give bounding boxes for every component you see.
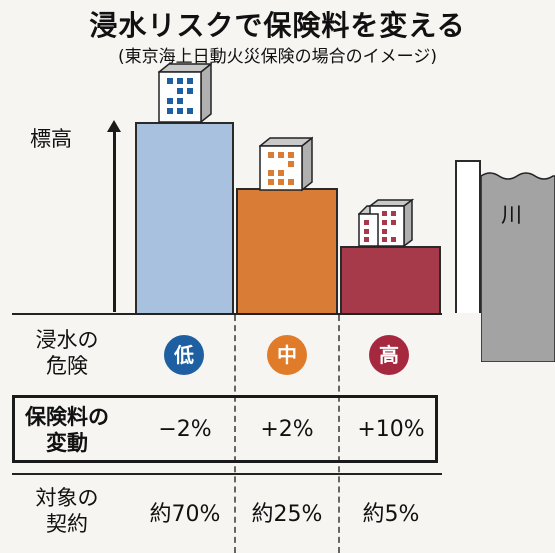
premium-row-frame: [12, 395, 438, 463]
premium-change-mid: +2%: [260, 417, 314, 442]
table-top-rule: [12, 313, 442, 315]
page-subtitle: (東京海上日動火災保険の場合のイメージ): [118, 47, 437, 67]
river-water: [481, 172, 555, 362]
elevation-bar-mid: [236, 188, 338, 313]
contract-row-label: 対象の 契約: [35, 486, 99, 536]
table-row-divider: [12, 473, 442, 475]
premium-change-low: −2%: [158, 417, 212, 442]
contract-share-low: 約70%: [149, 502, 221, 527]
premium-change-high: +10%: [357, 417, 425, 442]
premium-row-label: 保険料の 変動: [25, 405, 109, 455]
column-divider: [234, 315, 236, 553]
building-high-risk-icon: [358, 198, 415, 248]
column-divider: [338, 315, 340, 553]
elevation-bar-low: [135, 122, 234, 313]
elevation-axis-line: [113, 128, 116, 312]
risk-row-label: 浸水の 危険: [35, 328, 99, 378]
risk-low-badge: 低: [164, 335, 204, 375]
building-mid-risk-icon: [259, 136, 313, 192]
building-low-risk-icon: [158, 62, 212, 124]
river-levee: [455, 160, 481, 313]
page-title: 浸水リスクで保険料を変える: [89, 9, 466, 42]
risk-high-badge: 高: [369, 335, 409, 375]
elevation-bar-high: [340, 246, 441, 313]
elevation-axis-arrow-icon: [107, 120, 121, 132]
contract-share-mid: 約25%: [251, 502, 323, 527]
risk-table: 浸水の 危険 低 中 高 保険料の 変動 −2% +2% +10% 対象の 契約…: [0, 313, 555, 553]
risk-mid-badge: 中: [267, 335, 307, 375]
river-label: 川: [501, 203, 522, 227]
contract-share-high: 約5%: [362, 502, 420, 527]
elevation-axis-label: 標高: [30, 127, 72, 151]
